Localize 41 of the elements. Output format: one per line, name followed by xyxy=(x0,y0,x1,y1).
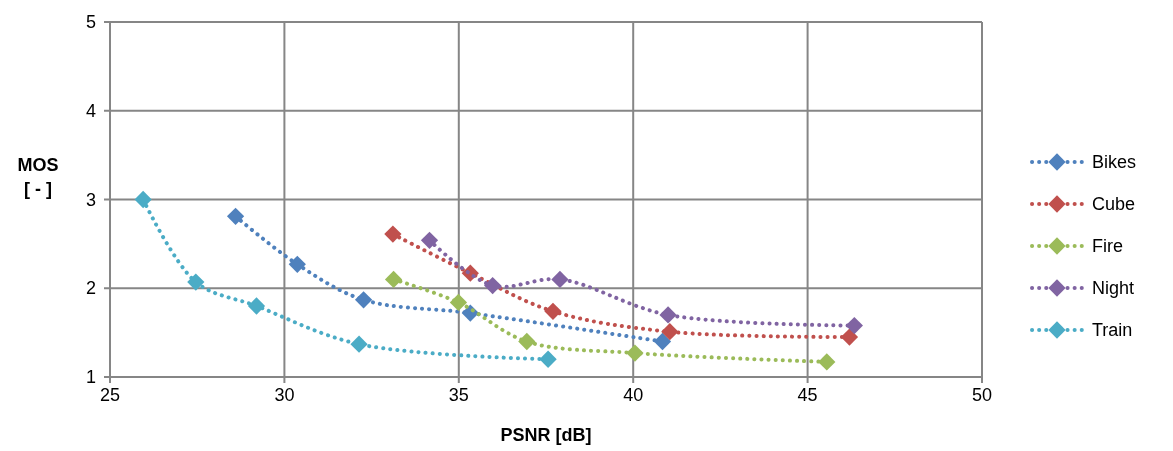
x-tick-label: 35 xyxy=(448,385,469,405)
x-tick-label: 25 xyxy=(99,385,121,405)
point xyxy=(187,273,205,291)
y-tick-label: 2 xyxy=(85,278,96,299)
point xyxy=(288,255,306,273)
y-tick-label: 5 xyxy=(85,12,96,32)
legend-label: Fire xyxy=(1092,236,1123,256)
x-tick-label: 40 xyxy=(623,385,644,405)
point xyxy=(518,332,536,351)
legend-label: Train xyxy=(1092,320,1133,340)
x-axis-title: PSNR [dB] xyxy=(500,425,592,445)
legend-label: Cube xyxy=(1092,194,1136,214)
y-tick-label: 3 xyxy=(85,189,96,210)
legend-label: Night xyxy=(1092,278,1135,298)
y-tick-label: 4 xyxy=(85,100,96,121)
point xyxy=(350,335,368,353)
y-tick-label: 1 xyxy=(85,367,96,387)
point xyxy=(845,316,863,335)
point xyxy=(384,225,402,243)
point xyxy=(134,190,152,209)
point xyxy=(840,328,859,346)
point xyxy=(551,270,569,289)
point xyxy=(661,323,679,341)
point xyxy=(659,306,677,324)
point xyxy=(384,270,403,289)
point xyxy=(449,293,468,312)
x-tick-label: 30 xyxy=(274,385,295,405)
point xyxy=(354,291,373,309)
point xyxy=(484,276,502,295)
point xyxy=(420,231,439,249)
x-tick-label: 45 xyxy=(797,385,818,405)
point xyxy=(539,350,557,368)
point xyxy=(247,297,266,315)
point xyxy=(544,302,562,320)
y-axis-title: MOS [ - ] xyxy=(17,155,59,199)
point xyxy=(653,332,672,351)
legend-label: Bikes xyxy=(1092,152,1137,172)
point xyxy=(226,207,245,225)
point xyxy=(818,353,836,371)
x-tick-label: 50 xyxy=(971,385,993,405)
point xyxy=(626,344,644,362)
